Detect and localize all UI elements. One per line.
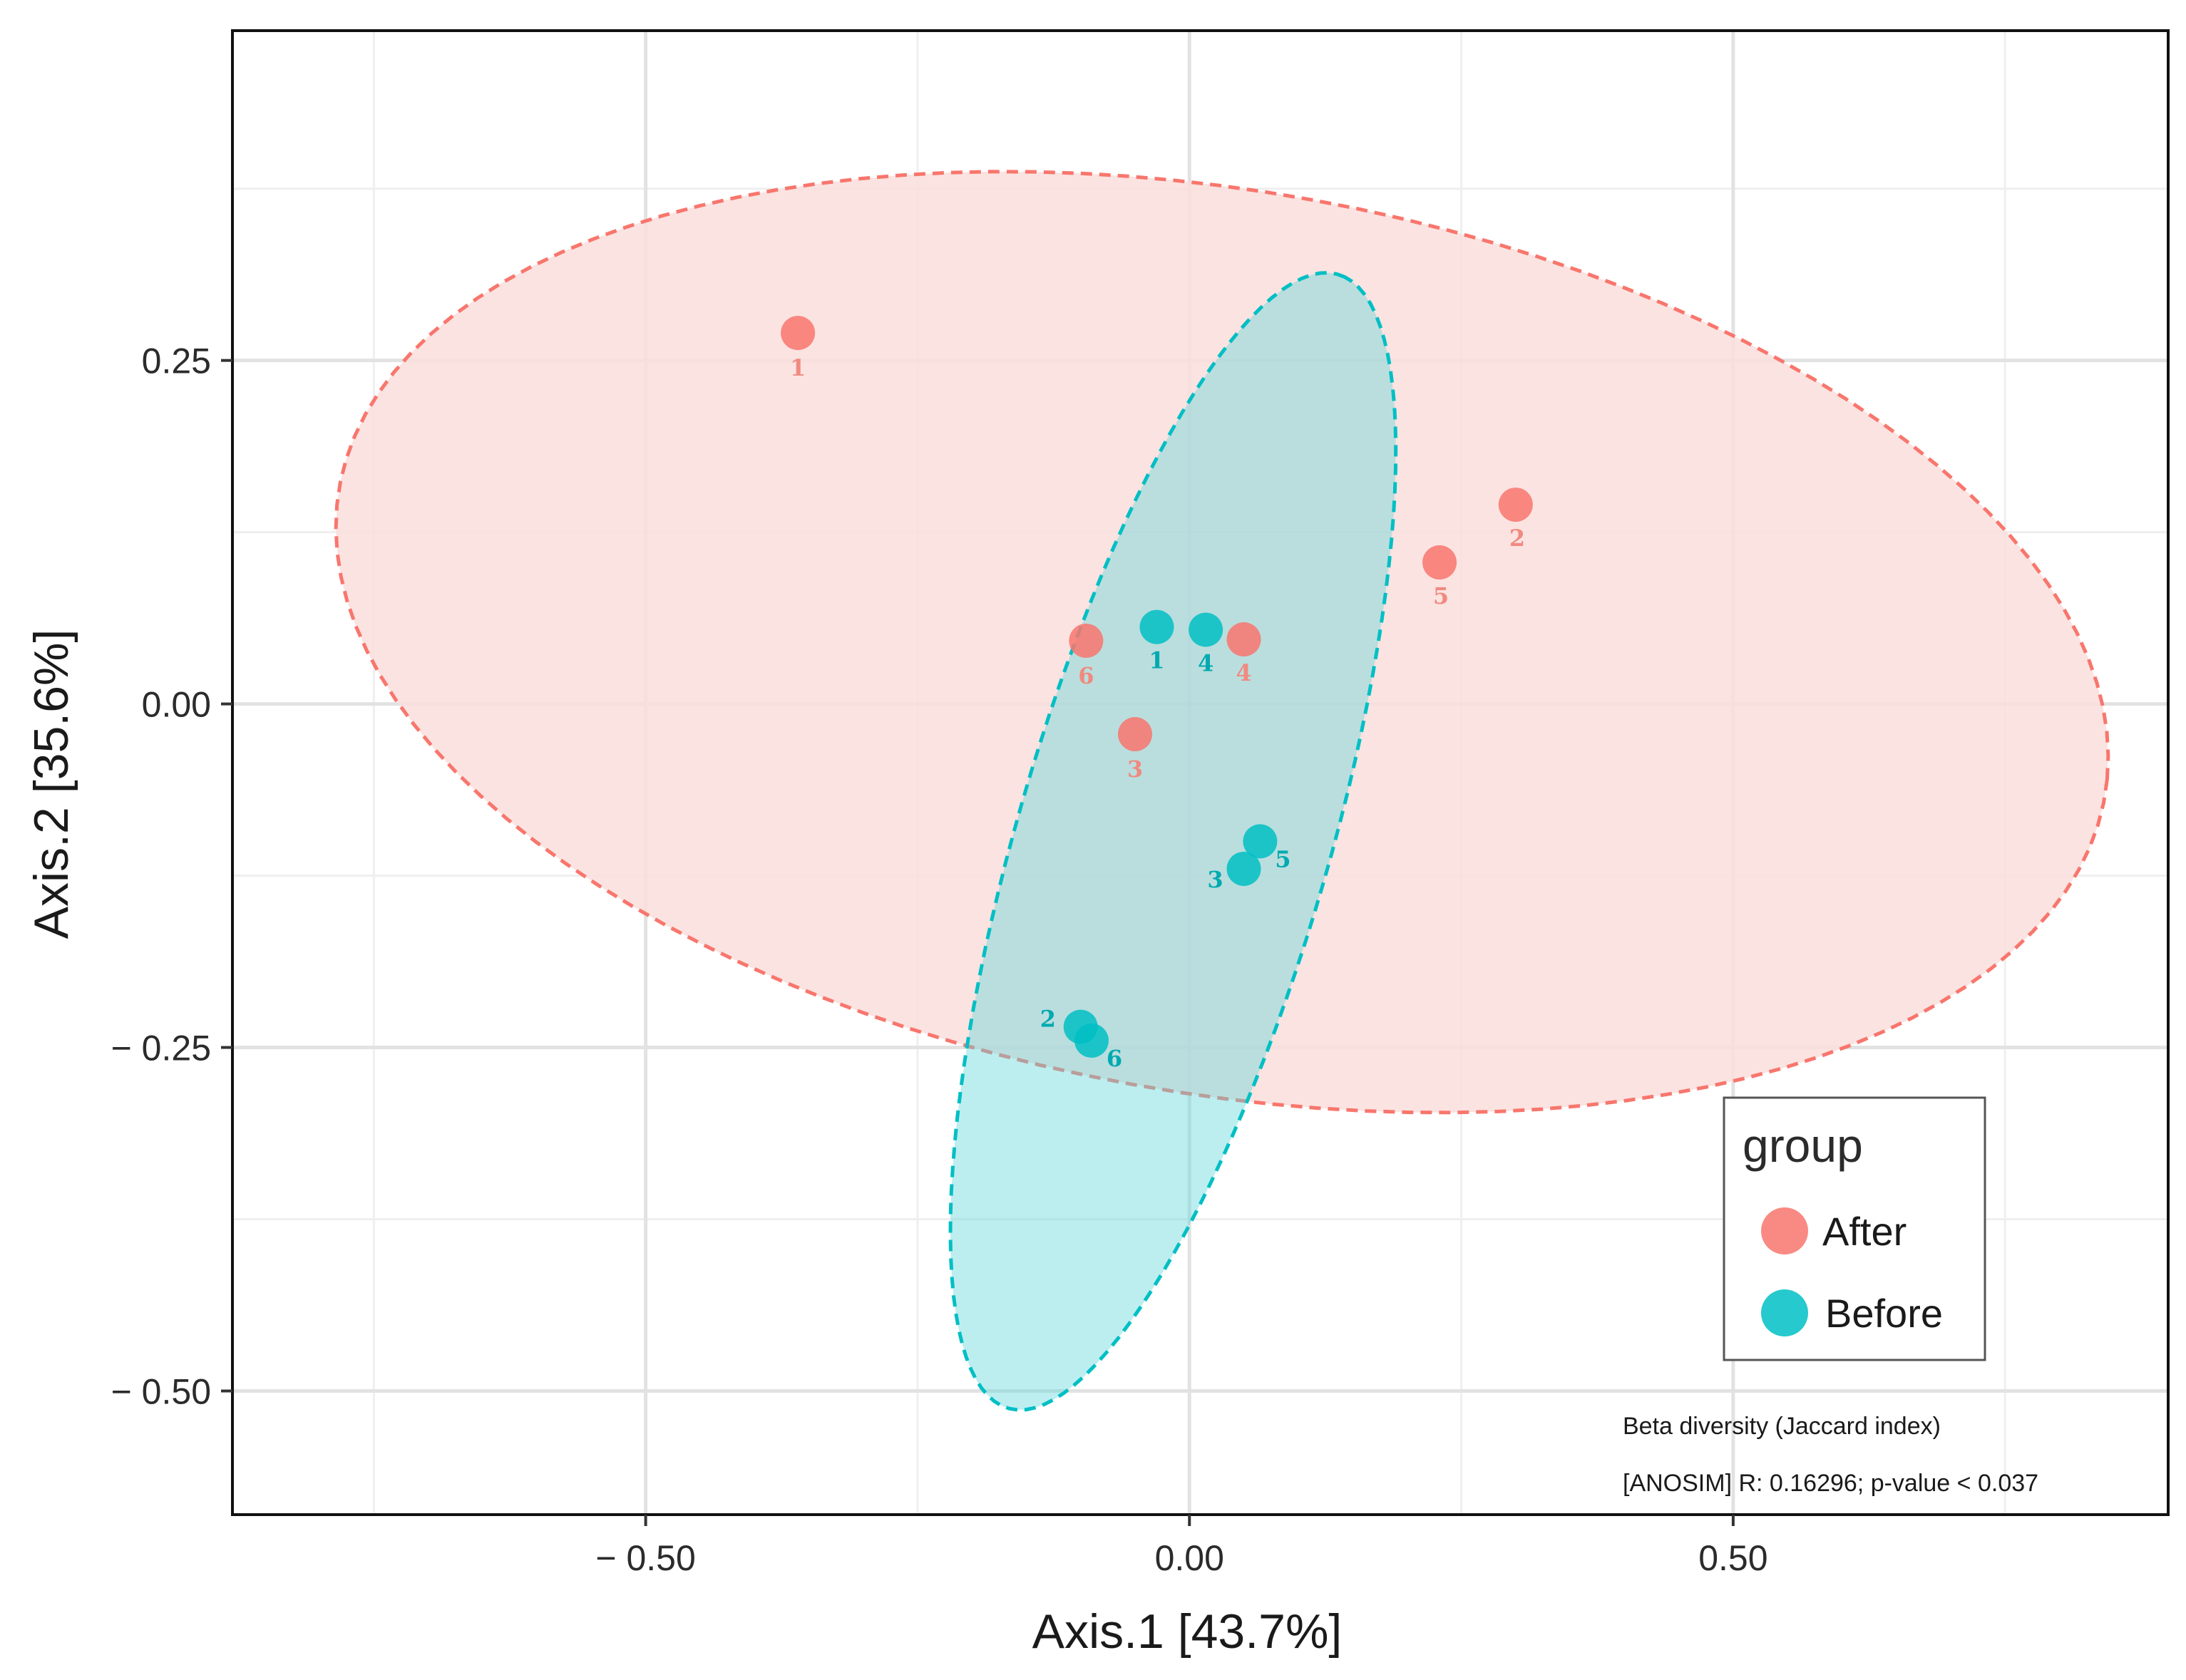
- point-label-before-1: 1: [1149, 647, 1164, 674]
- point-after-5: [1422, 545, 1457, 580]
- point-label-before-2: 2: [1040, 1006, 1056, 1033]
- point-after-3: [1117, 717, 1152, 752]
- y-tick-label: 0.25: [142, 341, 211, 381]
- point-before-6: [1074, 1023, 1109, 1058]
- point-label-after-5: 5: [1433, 582, 1449, 609]
- confidence-ellipses: [334, 170, 2110, 1412]
- point-after-1: [781, 316, 816, 351]
- legend-key-before: [1761, 1289, 1808, 1336]
- annotation-beta-diversity: Beta diversity (Jaccard index): [1623, 1413, 1941, 1440]
- y-axis-title: Axis.2 [35.6%]: [24, 629, 78, 939]
- point-label-after-4: 4: [1236, 659, 1251, 686]
- legend-key-after: [1761, 1207, 1808, 1254]
- ellipse-after: [334, 170, 2110, 1115]
- point-before-3: [1226, 851, 1261, 886]
- ellipse-before: [948, 271, 1398, 1412]
- point-labels: 1 2 3 4 5 6 1 2 3 4 5 6: [790, 354, 1525, 1072]
- x-tick-label: 0.00: [1155, 1538, 1224, 1578]
- point-after-6: [1069, 623, 1104, 658]
- annotation-anosim: [ANOSIM] R: 0.16296; p-value < 0.037: [1623, 1470, 2038, 1497]
- y-tick-label: − 0.25: [111, 1029, 211, 1068]
- point-label-after-6: 6: [1078, 662, 1094, 689]
- data-points: [781, 316, 1533, 1058]
- point-label-after-1: 1: [790, 354, 806, 381]
- y-tick-label: 0.00: [142, 685, 211, 725]
- legend-label-after: After: [1822, 1209, 1907, 1254]
- point-label-before-4: 4: [1198, 650, 1213, 677]
- point-label-after-3: 3: [1127, 756, 1143, 783]
- point-label-before-3: 3: [1207, 866, 1223, 893]
- legend-title: group: [1743, 1119, 1863, 1172]
- point-label-before-6: 6: [1107, 1045, 1122, 1072]
- point-before-1: [1139, 609, 1174, 644]
- x-tick-label: 0.50: [1698, 1538, 1767, 1578]
- point-label-after-2: 2: [1509, 525, 1525, 552]
- point-after-4: [1226, 622, 1261, 657]
- x-axis-title: Axis.1 [43.7%]: [1032, 1604, 1343, 1659]
- point-after-2: [1498, 488, 1533, 522]
- y-axis-ticks: 0.25 0.00 − 0.25 − 0.50: [111, 341, 232, 1412]
- point-before-4: [1189, 612, 1223, 647]
- point-label-before-5: 5: [1275, 845, 1290, 872]
- x-tick-label: − 0.50: [595, 1538, 695, 1578]
- point-before-5: [1243, 824, 1278, 859]
- plot-frame: [231, 29, 2170, 1516]
- legend: group After Before: [1723, 1096, 1986, 1361]
- legend-label-before: Before: [1825, 1291, 1943, 1336]
- y-tick-label: − 0.50: [111, 1372, 211, 1412]
- x-axis-ticks: − 0.50 0.00 0.50: [595, 1515, 1768, 1578]
